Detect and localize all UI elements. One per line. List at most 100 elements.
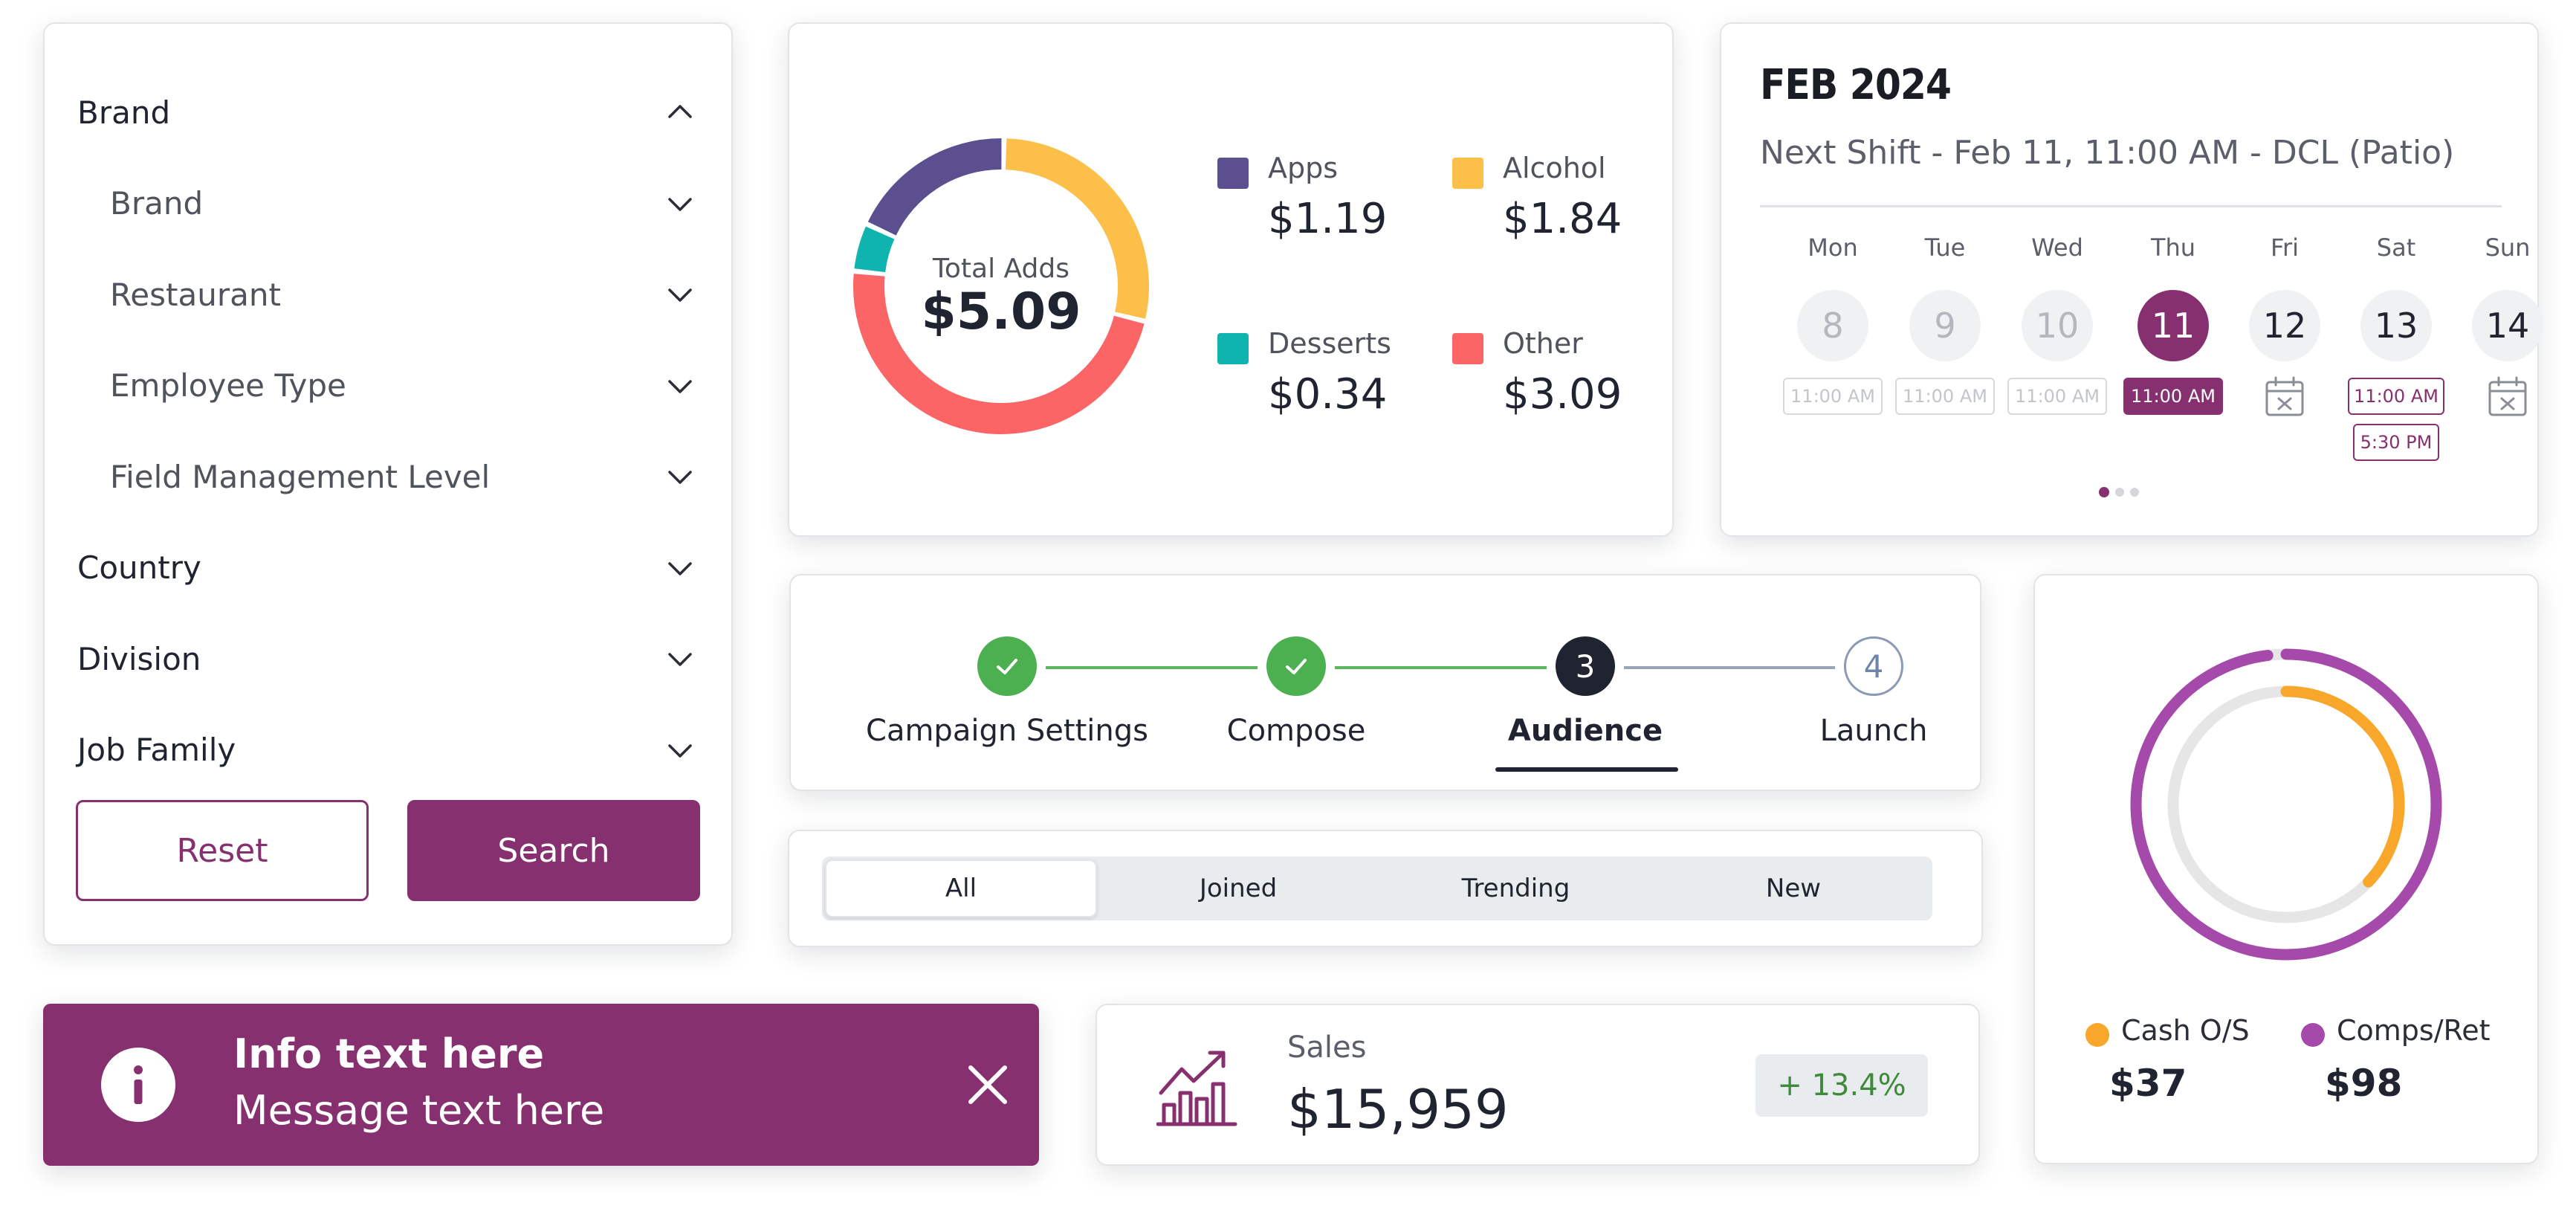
- chevron-down-icon: [668, 471, 692, 484]
- bar-chart-trend-icon: [1156, 1051, 1237, 1126]
- total-adds-donut: Total Adds $5.09: [853, 138, 1149, 434]
- day-name: Fri: [2270, 233, 2300, 262]
- shift-chip[interactable]: 11:00 AM: [1895, 378, 1995, 415]
- day-name: Mon: [1808, 233, 1858, 262]
- day-column-sat: Sat 13 11:00 AM 5:30 PM: [2340, 233, 2452, 461]
- filter-row-job-family[interactable]: Job Family: [77, 717, 697, 784]
- chevron-down-icon: [668, 561, 692, 575]
- shift-chip[interactable]: 11:00 AM: [2123, 378, 2223, 415]
- step-connector: [1046, 666, 1258, 669]
- legend-name: Desserts: [1268, 327, 1391, 360]
- comps-ret-ring[interactable]: [2130, 648, 2442, 961]
- day-column-mon: Mon 8 11:00 AM: [1777, 233, 1889, 415]
- search-button[interactable]: Search: [407, 800, 700, 901]
- filter-row-brand[interactable]: Brand: [110, 170, 697, 237]
- chevron-down-icon: [668, 288, 692, 302]
- total-adds-card: Total Adds $5.09 Apps $1.19 Alcohol $1.84 De…: [788, 22, 1674, 537]
- day-number[interactable]: 10: [2022, 290, 2093, 361]
- legend-name: Cash O/S: [2121, 1014, 2250, 1047]
- reset-button[interactable]: Reset: [76, 800, 369, 901]
- legend-value: $37: [2109, 1062, 2187, 1105]
- filter-tabs-card: All Joined Trending New: [788, 830, 1983, 947]
- page-dot[interactable]: [2130, 488, 2139, 497]
- legend-value: $1.19: [1268, 195, 1388, 243]
- info-title: Info text here: [233, 1030, 545, 1077]
- step-connector: [1624, 666, 1835, 669]
- legend-swatch: [1217, 158, 1249, 189]
- filter-label: Country: [77, 549, 201, 586]
- shift-chip[interactable]: 11:00 AM: [2348, 378, 2444, 415]
- day-number[interactable]: 8: [1797, 290, 1868, 361]
- tab-joined[interactable]: Joined: [1199, 874, 1278, 903]
- step-label[interactable]: Audience: [1507, 714, 1663, 748]
- pagination-dots[interactable]: [2099, 487, 2139, 497]
- chevron-down-icon: [668, 743, 692, 758]
- legend-swatch: [1217, 333, 1249, 364]
- tab-all[interactable]: All: [825, 859, 1097, 917]
- filter-row-brand[interactable]: Brand: [77, 79, 697, 146]
- step-label[interactable]: Compose: [1226, 714, 1366, 748]
- day-column-thu: Thu 11 11:00 AM: [2117, 233, 2229, 415]
- day-column-sun: Sun 14: [2452, 233, 2563, 422]
- shift-chip[interactable]: 11:00 AM: [1783, 378, 1883, 415]
- legend-dot: [2301, 1023, 2325, 1047]
- shift-calendar-card: FEB 2024 Next Shift - Feb 11, 11:00 AM -…: [1720, 22, 2543, 537]
- tab-new[interactable]: New: [1765, 874, 1822, 903]
- page-dot[interactable]: [2115, 488, 2124, 497]
- check-icon[interactable]: [977, 636, 1037, 696]
- donut-slice-apps[interactable]: [867, 138, 1002, 236]
- legend-name: Alcohol: [1503, 152, 1606, 184]
- filter-row-division[interactable]: Division: [77, 625, 697, 692]
- filter-row-restaurant[interactable]: Restaurant: [110, 261, 697, 328]
- day-name: Sat: [2376, 233, 2416, 262]
- step-connector: [1335, 666, 1547, 669]
- step-label[interactable]: Launch: [1819, 714, 1928, 748]
- calendar-off-icon: [2265, 376, 2304, 416]
- filter-label: Employee Type: [110, 367, 346, 404]
- legend-name: Other: [1503, 327, 1583, 360]
- info-banner: Info text here Message text here: [43, 1004, 1039, 1166]
- close-icon[interactable]: [963, 1060, 1012, 1109]
- sales-card: Sales $15,959 + 13.4%: [1096, 1004, 1980, 1166]
- day-column-fri: Fri 12: [2229, 233, 2340, 422]
- donut-slice-alcohol[interactable]: [1005, 138, 1149, 319]
- step-3-indicator[interactable]: 3: [1556, 636, 1615, 696]
- legend-value: $3.09: [1503, 370, 1622, 419]
- donut-center-value: $5.09: [921, 283, 1081, 341]
- info-message: Message text here: [233, 1087, 605, 1134]
- day-number[interactable]: 14: [2472, 290, 2543, 361]
- day-number[interactable]: 9: [1909, 290, 1981, 361]
- filter-label: Field Management Level: [110, 458, 491, 495]
- day-number[interactable]: 11: [2138, 290, 2209, 361]
- chevron-down-icon: [668, 653, 692, 666]
- chevron-down-icon: [668, 197, 692, 211]
- day-column-wed: Wed 10 11:00 AM: [2001, 233, 2113, 415]
- page-dot-active[interactable]: [2099, 487, 2109, 497]
- filter-label: Restaurant: [110, 276, 281, 313]
- check-icon[interactable]: [1266, 636, 1326, 696]
- filter-row-employee-type[interactable]: Employee Type: [110, 352, 697, 419]
- shift-chip[interactable]: 11:00 AM: [2007, 378, 2107, 415]
- tab-trending[interactable]: Trending: [1461, 874, 1570, 903]
- day-number[interactable]: 12: [2249, 290, 2320, 361]
- cash-os-ring[interactable]: [2167, 685, 2405, 923]
- donut-center-label: Total Adds: [932, 254, 1069, 284]
- step-label[interactable]: Campaign Settings: [866, 714, 1148, 748]
- sales-change-badge: + 13.4%: [1755, 1054, 1928, 1117]
- legend-dot: [2085, 1023, 2109, 1047]
- calendar-off-icon: [2488, 376, 2527, 416]
- shift-chip[interactable]: 5:30 PM: [2353, 424, 2439, 461]
- donut-slice-desserts[interactable]: [854, 226, 895, 273]
- filter-panel: Brand Brand Restaurant Employee Type Field M…: [43, 22, 733, 946]
- day-number[interactable]: 13: [2360, 290, 2432, 361]
- filter-row-field-management-level[interactable]: Field Management Level: [110, 443, 697, 510]
- filter-row-country[interactable]: Country: [77, 535, 697, 601]
- legend-swatch: [1452, 333, 1483, 364]
- day-name: Tue: [1924, 233, 1966, 262]
- sales-label: Sales: [1287, 1030, 1367, 1065]
- progress-rings: [2130, 648, 2442, 961]
- step-4-indicator[interactable]: 4: [1844, 636, 1903, 696]
- sales-value: $15,959: [1287, 1078, 1509, 1140]
- donut-slice-other[interactable]: [853, 274, 1145, 434]
- chevron-up-icon: [668, 105, 692, 118]
